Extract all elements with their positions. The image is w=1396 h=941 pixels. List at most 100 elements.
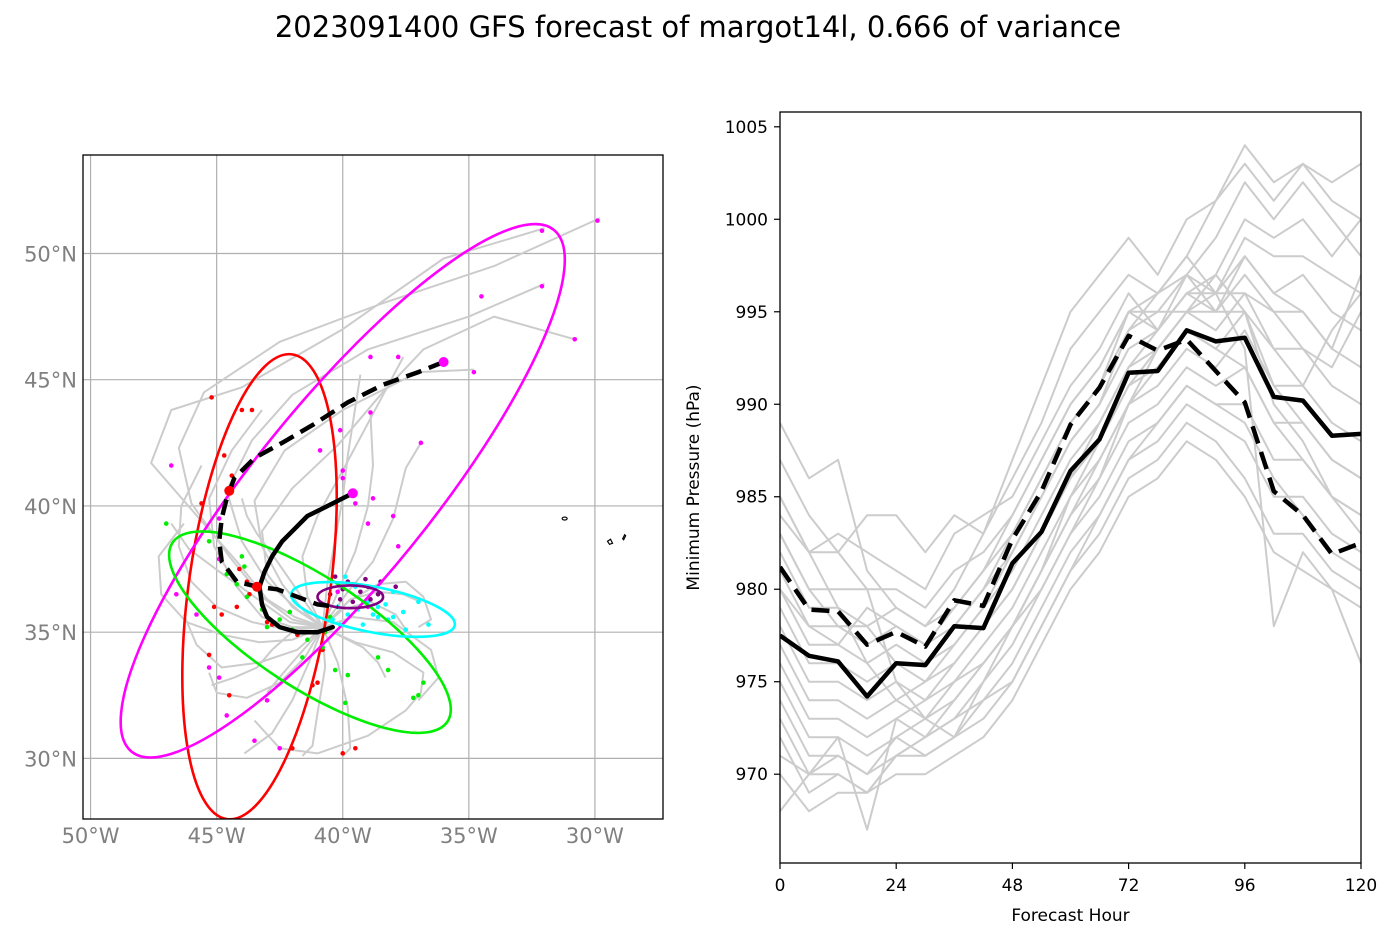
track-point — [539, 283, 545, 289]
cluster-ellipse-red — [181, 352, 339, 819]
ensemble-pressure-line — [780, 162, 1361, 554]
track-point — [350, 599, 356, 605]
ensemble-pressure-line — [780, 292, 1361, 831]
track-point — [368, 597, 373, 602]
track-point — [345, 612, 351, 617]
map-lon-tick-label: 30°W — [566, 824, 624, 848]
ensemble-track — [157, 522, 323, 644]
track-point — [340, 751, 346, 756]
mean-track-dashed — [216, 359, 445, 610]
track-point — [239, 407, 245, 413]
x-tick-label: 120 — [1345, 876, 1377, 896]
track-point — [358, 589, 363, 595]
map-lon-tick-label: 50°W — [62, 824, 120, 848]
track-point — [471, 369, 477, 375]
island-outline — [561, 516, 568, 521]
track-point — [539, 228, 545, 234]
ensemble-track — [301, 356, 405, 628]
ensemble-track — [321, 600, 407, 631]
track-point — [375, 655, 381, 660]
mean-track-solid — [257, 491, 356, 635]
track-point — [234, 604, 240, 610]
ensemble-track — [211, 626, 323, 687]
track-point — [375, 592, 381, 597]
track-point — [426, 622, 431, 627]
ensemble-pressure-line — [780, 273, 1361, 702]
ensemble-track — [208, 409, 323, 629]
x-tick-label: 96 — [1234, 876, 1256, 896]
map-lat-tick-label: 50°N — [24, 242, 77, 266]
track-point — [365, 521, 371, 526]
track-point — [395, 354, 401, 360]
track-point — [315, 680, 320, 685]
track-point — [252, 738, 257, 744]
y-tick-label: 980 — [736, 580, 768, 600]
track-point — [400, 609, 406, 615]
track-point — [242, 564, 247, 569]
map-lon-tick-label: 45°W — [188, 824, 246, 848]
x-tick-label: 48 — [1002, 876, 1024, 896]
map-lon-tick-label: 35°W — [440, 824, 498, 848]
track-point — [277, 617, 282, 622]
track-point — [393, 584, 398, 590]
track-map-panel: 50°W 45°W 40°W 35°W 30°W 50°N 45°N 40°N 35°N 30°N — [24, 154, 664, 848]
track-point — [234, 581, 240, 587]
track-point — [237, 566, 242, 572]
track-point — [416, 692, 421, 698]
track-point — [353, 746, 358, 751]
cluster-ellipse-purple — [316, 584, 385, 610]
track-point — [206, 665, 212, 670]
track-point — [416, 599, 421, 605]
track-point — [363, 576, 368, 582]
ensemble-track — [208, 626, 324, 699]
cluster-ellipse-cyan — [289, 580, 457, 639]
track-point — [421, 680, 426, 685]
track-point — [219, 612, 224, 617]
track-point — [342, 574, 348, 579]
y-tick-label: 990 — [736, 395, 768, 415]
map-lat-tick-label: 30°N — [24, 747, 77, 771]
track-point — [345, 672, 351, 678]
track-point — [300, 655, 305, 660]
track-point — [342, 700, 348, 706]
x-axis-label: Forecast Hour — [1011, 906, 1129, 926]
track-point — [264, 698, 270, 703]
track-point — [221, 453, 227, 458]
track-point — [479, 294, 484, 299]
track-point — [370, 496, 376, 501]
track-point — [368, 410, 373, 415]
track-point — [206, 538, 212, 544]
track-point — [390, 513, 396, 519]
ensemble-pressure-line — [780, 384, 1361, 739]
track-point — [194, 612, 199, 617]
map-plot-area — [119, 217, 627, 819]
cluster-ellipse-magenta — [119, 222, 567, 759]
ensemble-pressure-line — [780, 273, 1361, 739]
track-point — [395, 544, 401, 549]
map-lat-tick-label: 35°N — [24, 621, 77, 645]
ensemble-pressure-line — [780, 255, 1361, 646]
track-point — [370, 612, 376, 617]
track-point — [375, 604, 381, 610]
track-point — [375, 614, 381, 620]
x-tick-label: 24 — [885, 876, 907, 896]
ensemble-track — [301, 627, 327, 757]
y-tick-label: 995 — [736, 303, 768, 323]
track-point — [390, 614, 396, 620]
track-point — [595, 218, 600, 223]
track-point — [337, 427, 343, 433]
track-point — [385, 667, 391, 673]
ensemble-track — [182, 614, 324, 669]
track-point — [264, 624, 270, 630]
track-point — [337, 597, 343, 602]
track-point — [572, 337, 578, 342]
track-point — [418, 440, 424, 446]
ensemble-pressure-line — [780, 310, 1361, 813]
track-point — [332, 574, 338, 579]
island-outline — [606, 538, 614, 545]
ensemble-pressure-line — [780, 144, 1361, 628]
y-tick-label: 985 — [736, 488, 768, 508]
map-lon-tick-label: 40°W — [314, 824, 372, 848]
track-point — [411, 695, 416, 701]
